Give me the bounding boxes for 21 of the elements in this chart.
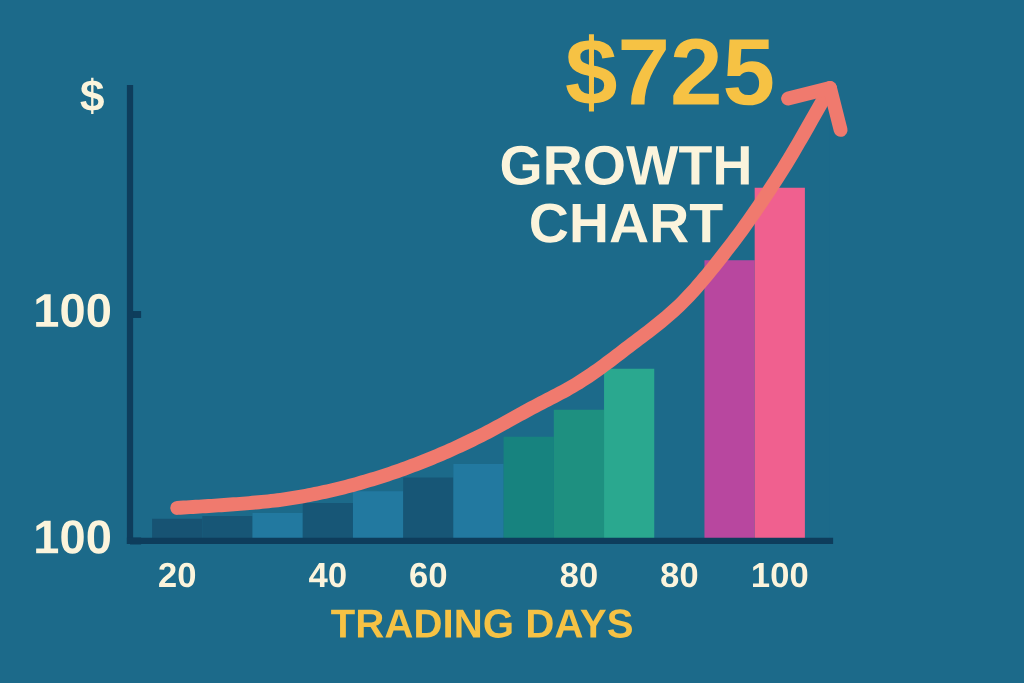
bar [604, 368, 655, 541]
bar [754, 187, 805, 541]
bar [704, 260, 755, 541]
text: GROWTH CHART [501, 145, 749, 243]
bar [553, 409, 605, 541]
x-tick-label: 80 [661, 562, 698, 588]
x-tick-label: 100 [753, 562, 808, 588]
bar [352, 491, 404, 541]
text: 100 [36, 520, 111, 554]
bar [503, 436, 554, 541]
x-tick-label: 20 [159, 562, 196, 588]
bar [302, 502, 353, 541]
y-axis-title: $ [80, 77, 104, 115]
chart-title: $725 [566, 34, 773, 112]
bar [403, 477, 454, 541]
x-axis-title: TRADING DAYS [331, 609, 632, 638]
text: 100 [36, 293, 111, 328]
x-tick-label: 80 [560, 562, 597, 588]
x-tick-label: 60 [410, 562, 447, 588]
x-tick-label: 40 [309, 562, 346, 588]
bar [453, 463, 504, 541]
